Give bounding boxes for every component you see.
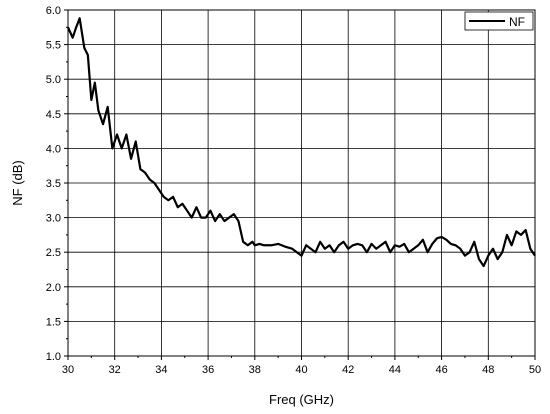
legend-label: NF [509, 15, 525, 29]
y-tick-label: 5.0 [46, 74, 61, 86]
x-tick-label: 44 [389, 364, 401, 376]
series-layer [66, 17, 536, 268]
y-tick-label: 3.5 [46, 178, 61, 190]
y-tick-label: 5.5 [46, 40, 61, 52]
x-tick-label: 48 [482, 364, 494, 376]
y-tick-label: 2.5 [46, 247, 61, 259]
x-tick-label: 36 [202, 364, 214, 376]
x-tick-label: 46 [435, 364, 447, 376]
tick-labels: 30 32 34 36 38 40 42 44 46 48 50 1.0 1.5 2.0 2.5 3.0 3.5… [46, 5, 541, 376]
x-tick-label: 32 [109, 364, 121, 376]
x-tick-label: 40 [295, 364, 307, 376]
x-tick-label: 34 [155, 364, 167, 376]
y-tick-label: 3.0 [46, 213, 61, 225]
grid [67, 9, 536, 357]
x-axis-label: Freq (GHz) [269, 392, 334, 407]
x-tick-label: 42 [342, 364, 354, 376]
y-tick-label: 1.0 [46, 351, 61, 363]
x-tick-label: 50 [529, 364, 541, 376]
y-axis-label: NF (dB) [10, 160, 25, 206]
x-tick-label: 38 [249, 364, 261, 376]
x-tick-label: 30 [62, 364, 74, 376]
y-tick-label: 6.0 [46, 5, 61, 17]
ticks [64, 9, 536, 360]
series-line-nf [66, 17, 536, 268]
y-tick-label: 2.0 [46, 282, 61, 294]
legend: NF [464, 11, 534, 31]
y-tick-label: 4.0 [46, 143, 61, 155]
y-tick-label: 4.5 [46, 109, 61, 121]
y-tick-label: 1.5 [46, 316, 61, 328]
